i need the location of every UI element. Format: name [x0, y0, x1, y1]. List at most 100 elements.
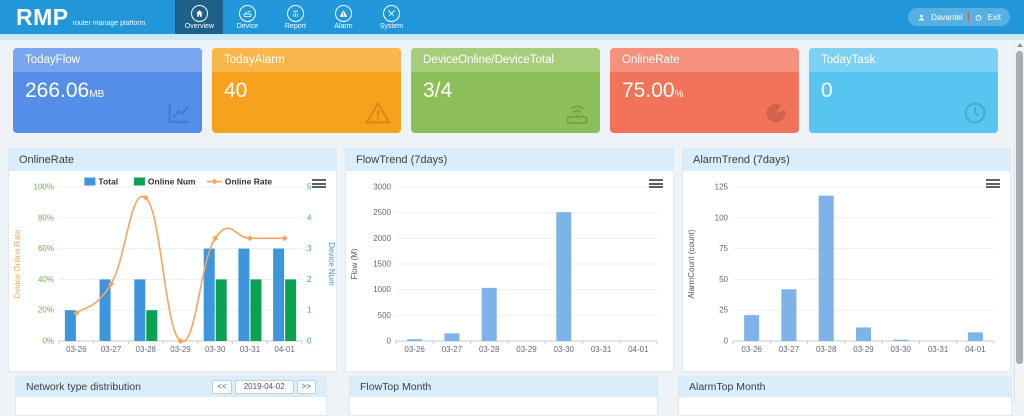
- svg-text:Online Rate: Online Rate: [225, 177, 273, 187]
- username: Davantel: [931, 12, 963, 22]
- panel-header: Network type distribution << 2019-04-02 …: [16, 377, 326, 397]
- card-today-alarm: TodayAlarm 40: [212, 48, 401, 133]
- nav-tab-report[interactable]: Report: [271, 0, 319, 34]
- svg-text:0: 0: [307, 337, 312, 346]
- exit-button[interactable]: Exit: [987, 12, 1001, 22]
- chart-body: 0 25 50 75 100 125 03-26 03-27 03-28 03-29 03-30 03…: [683, 171, 1010, 371]
- svg-text:80%: 80%: [38, 213, 54, 222]
- chart-menu-icon[interactable]: [312, 179, 326, 190]
- svg-text:03-28: 03-28: [479, 345, 500, 354]
- card-value: 40: [224, 79, 248, 102]
- panel-title: AlarmTrend (7days): [693, 154, 790, 166]
- chart-body: 0% 20% 40% 60% 80% 100% 0 1 2 3 4 5 03-26 03-27 03-28 0…: [9, 171, 336, 371]
- date-next-button[interactable]: >>: [296, 380, 316, 394]
- svg-text:1000: 1000: [373, 285, 391, 294]
- card-title: OnlineRate: [610, 48, 799, 72]
- vertical-scrollbar[interactable]: [1014, 40, 1024, 402]
- svg-text:03-27: 03-27: [779, 345, 800, 354]
- svg-text:03-29: 03-29: [516, 345, 537, 354]
- alarm-icon: [334, 4, 352, 22]
- chart-menu-icon[interactable]: [986, 179, 1000, 190]
- logo-text: RMP: [16, 3, 69, 30]
- panel-flow-trend: FlowTrend (7days) 0 500 1000 1500 2000 2500 30…: [345, 148, 674, 372]
- flow-trend-chart: 0 500 1000 1500 2000 2500 3000 03-26 03-27 03-28 0…: [350, 183, 658, 354]
- user-icon: [918, 14, 925, 20]
- panel-title: FlowTrend (7days): [356, 154, 448, 166]
- user-menu[interactable]: Davantel Exit: [908, 8, 1010, 26]
- panel-alarm-trend: AlarmTrend (7days) 0 25 50 75 100 125 03-26 03-…: [682, 148, 1011, 372]
- svg-text:03-30: 03-30: [554, 345, 575, 354]
- svg-text:03-29: 03-29: [853, 345, 874, 354]
- panel-network-type: Network type distribution << 2019-04-02 …: [15, 376, 327, 416]
- svg-text:1500: 1500: [373, 260, 391, 269]
- online-rate-chart: 0% 20% 40% 60% 80% 100% 0 1 2 3 4 5 03-26 03-27 03-28 0…: [13, 177, 336, 355]
- svg-text:125: 125: [715, 183, 729, 192]
- nav-tab-label: Overview: [184, 22, 214, 30]
- svg-text:3000: 3000: [373, 183, 391, 192]
- svg-text:03-30: 03-30: [205, 345, 226, 354]
- svg-text:Device Online Rate: Device Online Rate: [13, 229, 22, 298]
- svg-text:500: 500: [378, 311, 392, 320]
- nav-tab-label: System: [379, 22, 404, 30]
- svg-text:Device Num: Device Num: [327, 242, 336, 286]
- top-nav-bar: RMP router manage platform Overview Devi…: [0, 0, 1024, 34]
- panel-online-rate: OnlineRate 0% 20% 40% 60% 80% 100% 0 1 2 3 4 5 03-26…: [8, 148, 337, 372]
- svg-text:0%: 0%: [42, 337, 54, 346]
- router-signal-icon: [566, 105, 588, 125]
- nav-tab-label: Alarm: [334, 22, 353, 30]
- svg-text:0: 0: [387, 337, 392, 346]
- header-accent-strip: [0, 34, 1024, 40]
- router-icon: [238, 4, 256, 22]
- scrollbar-thumb[interactable]: [1016, 51, 1023, 364]
- card-value: 3/4: [423, 79, 453, 102]
- svg-text:03-29: 03-29: [170, 345, 191, 354]
- panel-header: FlowTop Month: [350, 377, 657, 397]
- power-icon: [975, 14, 982, 21]
- svg-text:60%: 60%: [38, 244, 54, 253]
- card-value: 266.06MB: [25, 79, 105, 102]
- home-icon: [190, 4, 208, 22]
- card-today-flow: TodayFlow 266.06MB: [13, 48, 202, 133]
- scroll-up-icon[interactable]: [1017, 43, 1023, 47]
- alarm-trend-chart: 0 25 50 75 100 125 03-26 03-27 03-28 03-29 03-30 03…: [687, 183, 995, 354]
- svg-text:03-26: 03-26: [66, 345, 87, 354]
- panel-alarm-top-month: AlarmTop Month: [678, 376, 1012, 416]
- pie-chart-icon: [766, 103, 786, 123]
- card-title: TodayFlow: [13, 48, 202, 72]
- svg-text:4: 4: [307, 213, 312, 222]
- svg-text:03-30: 03-30: [891, 345, 912, 354]
- pill-divider: [967, 12, 969, 22]
- card-value: 75.00%: [622, 79, 684, 102]
- stat-cards-row: TodayFlow 266.06MB TodayAlarm 40 DeviceO…: [13, 48, 998, 133]
- chart-menu-icon[interactable]: [649, 179, 663, 190]
- svg-text:3: 3: [307, 244, 312, 253]
- nav-tab-alarm[interactable]: Alarm: [319, 0, 367, 34]
- nav-tab-label: Device: [236, 22, 259, 30]
- svg-text:1: 1: [307, 306, 312, 315]
- svg-text:04-01: 04-01: [274, 345, 295, 354]
- panel-header: AlarmTop Month: [679, 377, 1011, 397]
- svg-text:40%: 40%: [38, 275, 54, 284]
- nav-tab-device[interactable]: Device: [223, 0, 271, 34]
- nav-tab-system[interactable]: System: [367, 0, 415, 34]
- logo-subtitle: router manage platform: [72, 19, 146, 27]
- svg-text:04-01: 04-01: [965, 345, 986, 354]
- svg-text:Total: Total: [98, 177, 118, 187]
- svg-text:03-27: 03-27: [442, 345, 463, 354]
- svg-text:03-31: 03-31: [591, 345, 612, 354]
- date-value[interactable]: 2019-04-02: [234, 380, 294, 394]
- system-icon: [382, 4, 400, 22]
- chart-body: 0 500 1000 1500 2000 2500 3000 03-26 03-27 03-28 0…: [346, 171, 673, 371]
- main-nav: Overview Device Report Alarm: [175, 0, 415, 34]
- svg-text:0: 0: [724, 337, 729, 346]
- panel-title: AlarmTop Month: [689, 381, 766, 393]
- nav-tab-overview[interactable]: Overview: [175, 0, 224, 34]
- svg-text:25: 25: [719, 306, 728, 315]
- warning-icon: [364, 101, 392, 124]
- line-chart-icon: [168, 104, 190, 123]
- svg-text:Online Num: Online Num: [148, 177, 196, 187]
- svg-text:2500: 2500: [373, 208, 391, 217]
- card-title: TodayTask: [809, 48, 998, 72]
- svg-text:03-31: 03-31: [928, 345, 949, 354]
- date-prev-button[interactable]: <<: [212, 380, 232, 394]
